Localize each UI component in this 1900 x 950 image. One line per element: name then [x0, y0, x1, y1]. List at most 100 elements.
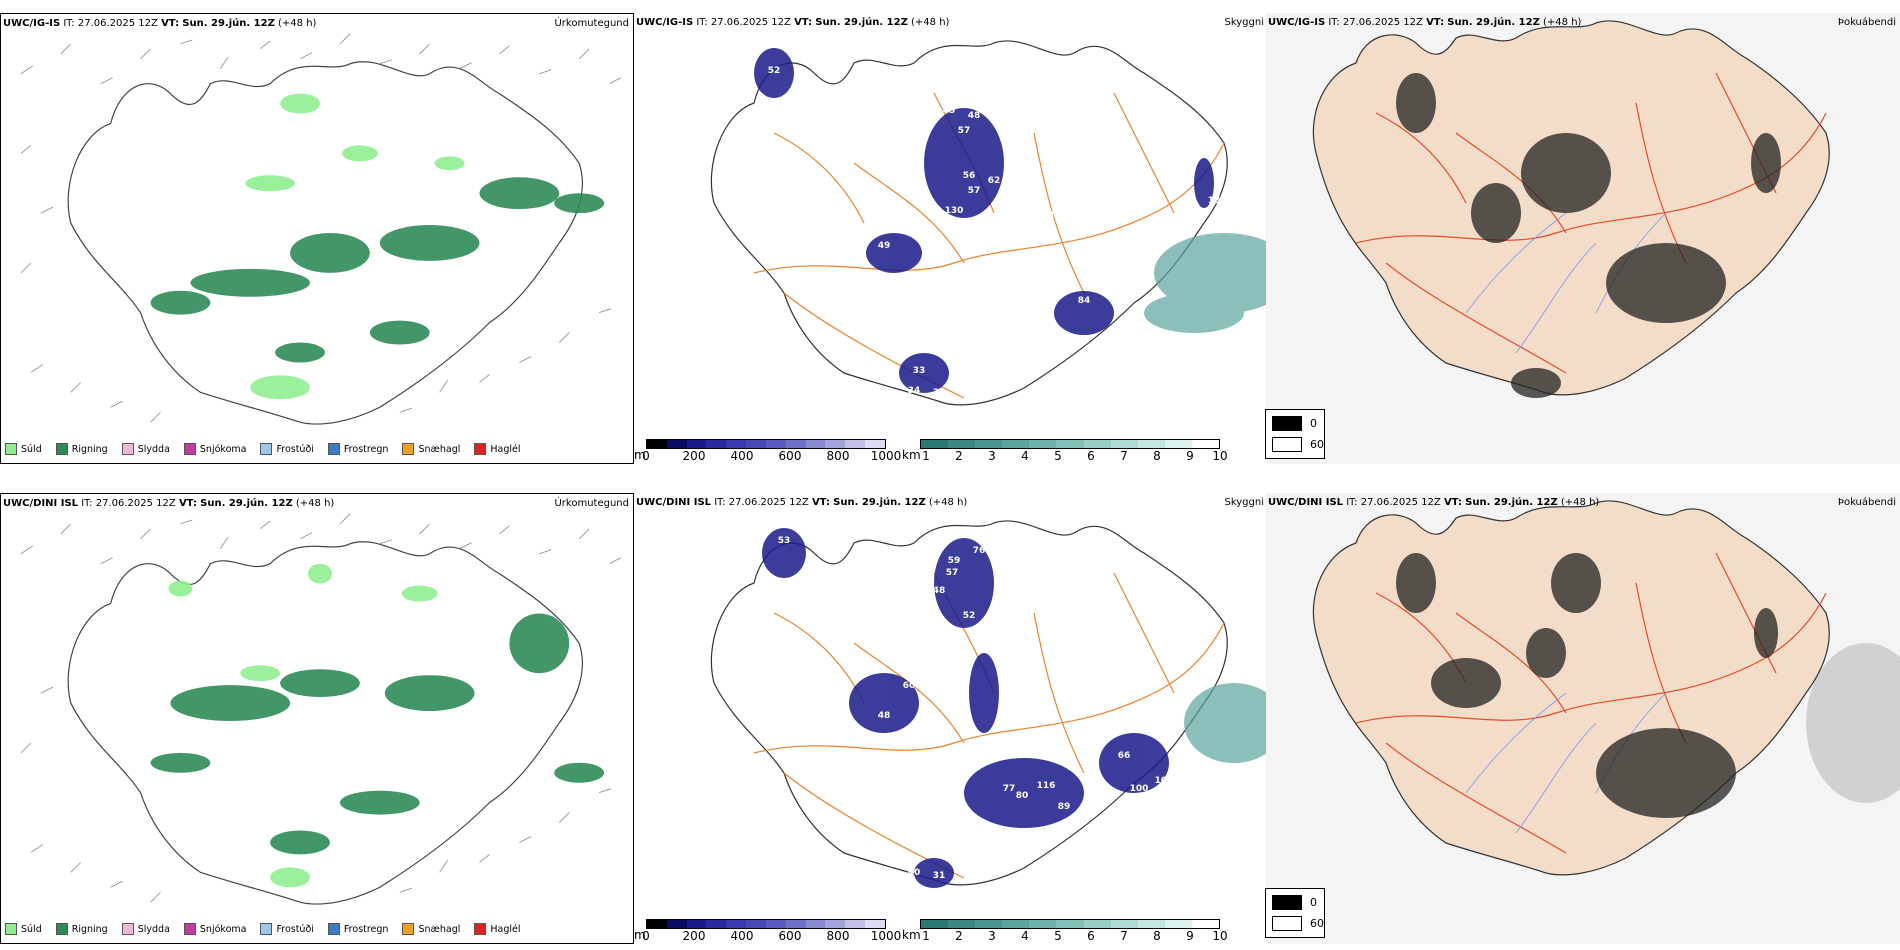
cloud-label: 30: [933, 388, 946, 398]
cloud-label: 75: [1013, 616, 1026, 626]
wind-barbs: [20, 33, 622, 423]
cloud-label: 67: [1048, 331, 1061, 341]
colorbar-segment: [845, 440, 866, 448]
colorbar-strip: [920, 439, 1220, 449]
legend-item: Snjókoma: [183, 443, 246, 455]
cloud-label: 68: [828, 676, 841, 686]
legend-item: Frostregn: [327, 923, 388, 935]
cloud-label: 57: [946, 568, 959, 578]
visibility-colorbar: km 1 2 3 4 5 6 7 8 9 10: [902, 439, 1228, 463]
precip-panel-row1: UWC/IG-IS IT: 27.06.2025 12Z VT: Sun. 29…: [0, 13, 634, 464]
iceland-fog-map: [1266, 493, 1900, 944]
colorbar-segment: [1191, 440, 1220, 448]
cloud-panel-row1: UWC/IG-IS IT: 27.06.2025 12Z VT: Sun. 29…: [634, 13, 1268, 464]
cloud-label: 52: [963, 611, 976, 621]
colorbar-segment: [1137, 920, 1165, 928]
visibility-colorbar: km 1 2 3 4 5 6 7 8 9 10: [902, 919, 1228, 943]
colorbar-segment: [921, 920, 949, 928]
panel-product-name: Þokuábendi: [1837, 17, 1896, 28]
tick-label: 1: [922, 929, 930, 943]
colorbar-segment: [647, 440, 667, 448]
tick-label: 6: [1087, 929, 1095, 943]
fog-sea: [1184, 683, 1268, 763]
cloud-label: 80: [1048, 211, 1061, 221]
colorbar-segment: [1056, 440, 1084, 448]
cloud-label: 60: [903, 681, 916, 691]
legend-swatch: [1272, 916, 1302, 931]
tick-label: 7: [1120, 929, 1128, 943]
precip-panel-row2: UWC/DINI ISL IT: 27.06.2025 12Z VT: Sun.…: [0, 493, 634, 944]
colorbar-segment: [647, 920, 667, 928]
tick-label: 7: [1120, 449, 1128, 463]
iceland-fog-map: [1266, 13, 1900, 464]
tick-label: 4: [1021, 929, 1029, 943]
panel-product-name: Úrkomutegund: [554, 18, 629, 29]
wind-barbs: [20, 513, 622, 903]
cloud-label: 33: [913, 366, 926, 376]
tick-label: 0: [642, 929, 650, 943]
tick-label: 2: [955, 449, 963, 463]
panel-product-name: Úrkomutegund: [554, 498, 629, 509]
legend-swatch: [1272, 416, 1302, 431]
tick-label: 4: [1021, 449, 1029, 463]
colorbar-segment: [785, 440, 806, 448]
panel-title: UWC/DINI ISL IT: 27.06.2025 12Z VT: Sun.…: [3, 498, 335, 509]
cloud-label: 42: [1068, 816, 1081, 826]
tick-label: 3: [988, 449, 996, 463]
cloud-label: 202: [1010, 281, 1029, 291]
cloud-label: 48: [968, 111, 981, 121]
legend-item: Snæhagl: [402, 443, 460, 455]
cloud-label: 96: [913, 346, 926, 356]
tick-label: 0: [642, 449, 650, 463]
colorbar-segment: [765, 920, 786, 928]
colorbar-segment: [825, 920, 846, 928]
legend-item: Snæhagl: [402, 923, 460, 935]
colorbar-segment: [1083, 920, 1111, 928]
legend-swatch: [1272, 895, 1302, 910]
cloud-label: 70: [818, 101, 831, 111]
legend-item: Súld: [5, 443, 42, 455]
iceland-coastline: [710, 40, 1228, 406]
cloud-panel-row2: UWC/DINI ISL IT: 27.06.2025 12Z VT: Sun.…: [634, 493, 1268, 944]
cloud-areas: [754, 48, 1214, 393]
colorbar-segment: [948, 920, 976, 928]
legend-swatch: [402, 923, 415, 935]
colorbar-segment: [865, 440, 885, 448]
cloud-label: 82: [888, 656, 901, 666]
tick-label: 5: [1054, 449, 1062, 463]
colorbar-segment: [1164, 920, 1192, 928]
cloud-label: 89: [1058, 802, 1071, 812]
iceland-cloud-map: 53 60 59 57 48 52 75 76 100 68 82 60 48 …: [710, 520, 1268, 888]
iceland-coastline: [710, 520, 1228, 886]
cloud-label: 161: [905, 316, 924, 326]
panel-title: UWC/IG-IS IT: 27.06.2025 12Z VT: Sun. 29…: [3, 18, 317, 29]
legend-swatch: [1272, 437, 1302, 452]
tick-label: 10: [1212, 929, 1228, 943]
panel-title: UWC/DINI ISL IT: 27.06.2025 12Z VT: Sun.…: [636, 497, 968, 508]
tick-label: 9: [1186, 929, 1194, 943]
drizzle-areas: [245, 93, 465, 400]
tick-label: 800: [826, 929, 850, 943]
colorbar-strip: [920, 919, 1220, 929]
cloud-label: 130: [945, 206, 964, 216]
colorbar-segment: [746, 920, 766, 928]
iceland-precip-map: [20, 513, 622, 905]
cloud-label: 84: [1078, 296, 1091, 306]
tick-label: 10: [1212, 449, 1228, 463]
cloud-label: 59: [948, 556, 961, 566]
cloud-label: 49: [878, 241, 891, 251]
panel-title: UWC/IG-IS IT: 27.06.2025 12Z VT: Sun. 29…: [636, 17, 950, 28]
panel-product-name: Skyggni: [1224, 497, 1264, 508]
legend-swatch: [327, 923, 340, 935]
fog-index-areas: [1396, 73, 1781, 398]
precip-legend: Súld Rigning Slydda Snjókoma Frostúði Fr…: [5, 443, 521, 455]
cloud-base-colorbar: m 0 200 400 600 800 1000: [634, 439, 901, 463]
colorbar-segment: [726, 440, 747, 448]
cloud-label: 53: [778, 536, 791, 546]
legend-item: Haglél: [474, 443, 521, 455]
legend-item: Súld: [5, 923, 42, 935]
fog-index-areas: [1396, 553, 1778, 818]
cloud-label: 52: [768, 66, 781, 76]
panel-product-name: Þokuábendi: [1837, 497, 1896, 508]
legend-item: Frostregn: [327, 443, 388, 455]
